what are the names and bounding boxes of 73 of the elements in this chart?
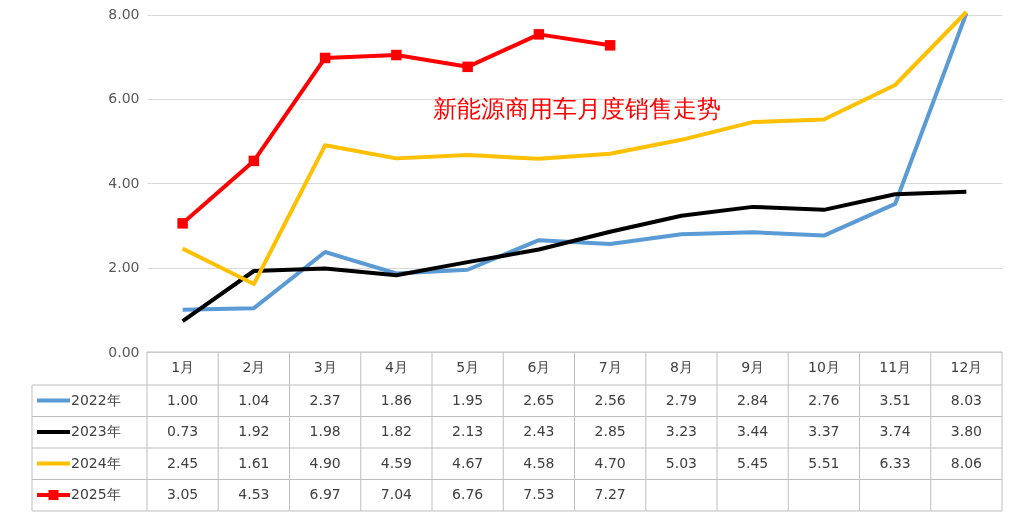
- x-tick-label: 1月: [171, 359, 195, 375]
- data-label: 2.56: [594, 391, 626, 408]
- point: [391, 49, 402, 61]
- legend-label: 2025年: [71, 486, 121, 502]
- y-tick-label: 2.00: [108, 259, 140, 276]
- legend-label: 2024年: [71, 454, 121, 471]
- data-label: 1.95: [452, 391, 484, 408]
- data-label: 2.13: [452, 423, 484, 439]
- point: [604, 40, 616, 51]
- data-label: 7.27: [594, 486, 626, 502]
- data-label: 5.03: [665, 454, 697, 471]
- data-label: 1.92: [238, 423, 270, 439]
- data-label: 2.85: [594, 423, 626, 439]
- data-label: 1.82: [380, 423, 412, 439]
- point: [177, 218, 188, 229]
- data-label: 5.51: [808, 454, 840, 471]
- data-label: 1.86: [380, 391, 413, 408]
- x-tick-label: 10月: [807, 359, 840, 375]
- data-label: 1.04: [238, 391, 270, 408]
- data-label: 6.97: [309, 486, 341, 502]
- data-label: 3.74: [879, 423, 911, 439]
- data-label: 3.37: [808, 423, 840, 439]
- data-label: 7.53: [523, 486, 555, 502]
- data-label: 4.67: [452, 454, 484, 471]
- x-tick-label: 11月: [879, 359, 912, 375]
- data-label: 1.98: [309, 423, 341, 439]
- point: [462, 61, 473, 73]
- point: [319, 52, 331, 64]
- data-label: 6.33: [879, 454, 911, 471]
- text: 新能源商用车月度销售走势: [433, 95, 721, 123]
- y-tick-label: 8.00: [108, 6, 140, 23]
- data-label: 3.23: [665, 423, 697, 439]
- data-label: 3.51: [879, 391, 911, 408]
- data-label: 1.00: [167, 391, 199, 408]
- data-label: 3.44: [737, 423, 769, 439]
- data-label: 4.53: [238, 486, 270, 502]
- data-label: 2.65: [523, 391, 555, 408]
- data-label: 8.03: [950, 391, 982, 408]
- data-label: 2.76: [808, 391, 840, 408]
- data-label: 4.59: [380, 454, 412, 471]
- x-tick-label: 12月: [950, 359, 983, 375]
- data-label: 2.79: [665, 391, 697, 408]
- x-tick-label: 2月: [242, 359, 266, 375]
- data-label: 2.43: [523, 423, 555, 439]
- x-tick-label: 3月: [313, 359, 337, 375]
- x-tick-label: 7月: [598, 359, 622, 375]
- point: [248, 155, 260, 167]
- point: [533, 29, 545, 40]
- data-label: 3.80: [950, 423, 982, 439]
- data-label: 5.45: [737, 454, 769, 471]
- y-tick-label: 4.00: [108, 174, 140, 191]
- data-label: 7.04: [380, 486, 413, 502]
- data-label: 0.73: [167, 423, 199, 439]
- data-label: 6.76: [452, 486, 484, 502]
- data-label: 1.61: [238, 454, 270, 471]
- data-label: 2.84: [737, 391, 769, 408]
- y-tick-label: 6.00: [108, 90, 140, 107]
- legend-label: 2023年: [71, 423, 121, 439]
- data-label: 3.05: [167, 486, 199, 502]
- x-tick-label: 9月: [741, 359, 765, 375]
- x-tick-label: 6月: [527, 359, 551, 375]
- data-label: 4.90: [309, 454, 341, 471]
- x-tick-label: 4月: [384, 359, 408, 375]
- x-tick-label: 5月: [456, 359, 480, 375]
- data-label: 4.70: [594, 454, 626, 471]
- data-label: 2.45: [167, 454, 199, 471]
- y-tick-label: 0.00: [108, 343, 140, 360]
- data-label: 2.37: [309, 391, 341, 408]
- legend-label: 2022年: [71, 391, 121, 408]
- data-label: 8.06: [950, 454, 983, 471]
- data-label: 4.58: [523, 454, 555, 471]
- x-tick-label: 8月: [669, 359, 693, 375]
- line-series: [180, 189, 969, 324]
